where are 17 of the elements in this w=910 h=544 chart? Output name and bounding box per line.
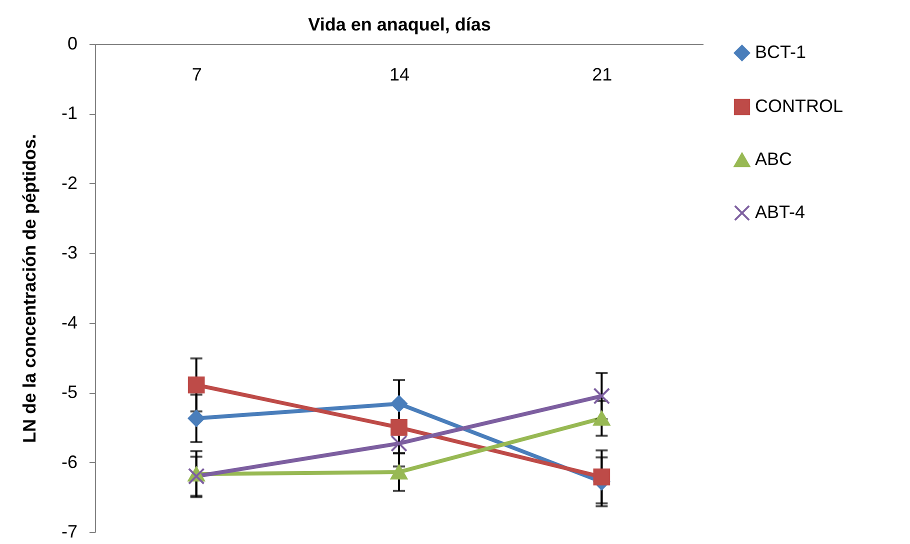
x-axis-title: Vida en anaquel, días (308, 14, 491, 34)
y-tick-label: -3 (61, 242, 78, 263)
x-tick-label: 7 (192, 64, 202, 84)
legend-label: ABC (755, 149, 792, 169)
y-tick-label: -1 (61, 103, 78, 124)
y-tick-label: -5 (61, 382, 78, 402)
y-tick-label: -6 (61, 452, 78, 472)
legend-label: ABT-4 (755, 202, 806, 222)
legend-label: CONTROL (755, 96, 844, 116)
x-tick-label: 21 (592, 64, 612, 84)
y-tick-label: -2 (61, 172, 78, 193)
y-tick-label: -4 (61, 312, 78, 332)
y-tick-label: 0 (67, 34, 78, 54)
y-tick-label: -7 (61, 522, 78, 542)
x-tick-label: 14 (389, 64, 410, 84)
legend-label: BCT-1 (755, 42, 806, 62)
y-axis-title: LN de la concentración de péptidos. (19, 134, 40, 444)
